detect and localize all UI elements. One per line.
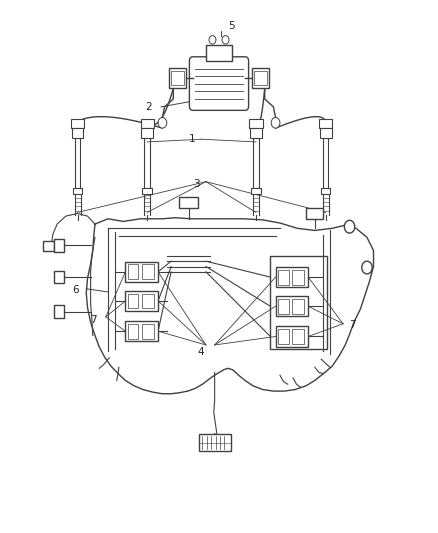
Bar: [270, 256, 327, 349]
Text: 4: 4: [197, 348, 204, 358]
Bar: [71, 118, 84, 128]
Bar: [171, 71, 184, 85]
Circle shape: [158, 117, 167, 128]
Bar: [278, 329, 289, 344]
Bar: [276, 296, 308, 317]
Bar: [125, 321, 158, 341]
Bar: [127, 294, 138, 309]
Bar: [250, 118, 262, 128]
Text: 7: 7: [90, 314, 96, 325]
Bar: [206, 45, 232, 61]
Bar: [127, 324, 138, 338]
Bar: [43, 241, 53, 251]
Circle shape: [209, 36, 216, 44]
Bar: [125, 262, 158, 282]
Bar: [250, 128, 262, 138]
Bar: [53, 305, 64, 318]
Circle shape: [222, 36, 229, 44]
Bar: [141, 118, 154, 128]
Text: 5: 5: [228, 21, 234, 31]
Text: 1: 1: [188, 134, 195, 144]
Bar: [142, 324, 154, 338]
Bar: [72, 128, 83, 138]
Bar: [319, 118, 332, 128]
Bar: [199, 434, 231, 451]
Bar: [306, 208, 323, 219]
FancyBboxPatch shape: [189, 57, 249, 110]
Bar: [254, 71, 267, 85]
Bar: [53, 271, 64, 284]
Text: 2: 2: [145, 102, 152, 112]
Bar: [127, 264, 138, 279]
Bar: [292, 299, 304, 314]
Bar: [278, 270, 289, 285]
Text: 6: 6: [72, 285, 79, 295]
Bar: [251, 188, 261, 195]
Circle shape: [271, 117, 280, 128]
Bar: [169, 68, 186, 88]
Bar: [142, 188, 152, 195]
Bar: [125, 291, 158, 311]
Bar: [142, 264, 154, 279]
Bar: [278, 299, 289, 314]
Circle shape: [344, 220, 355, 233]
Bar: [276, 267, 308, 287]
Bar: [53, 239, 64, 252]
Bar: [142, 294, 154, 309]
Text: 7: 7: [350, 320, 356, 330]
Bar: [292, 329, 304, 344]
Bar: [320, 128, 332, 138]
Bar: [276, 326, 308, 346]
Text: 3: 3: [193, 179, 199, 189]
Circle shape: [362, 261, 372, 274]
Bar: [292, 270, 304, 285]
Bar: [321, 188, 330, 195]
Bar: [252, 68, 269, 88]
Bar: [141, 128, 153, 138]
Bar: [179, 197, 198, 208]
Bar: [73, 188, 82, 195]
